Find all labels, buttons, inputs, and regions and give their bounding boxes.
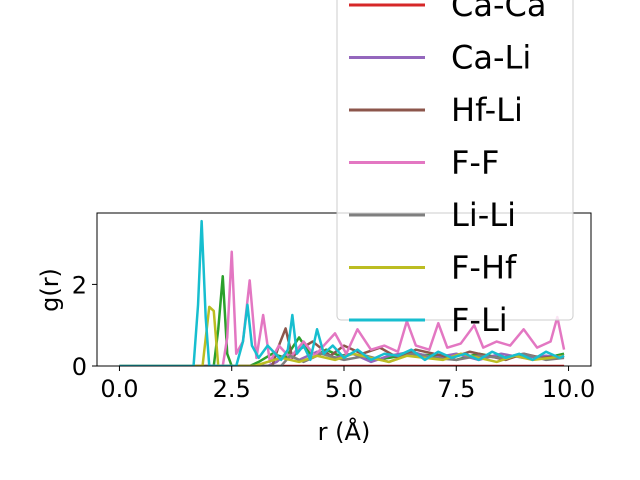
x-tick-label: 7.5 xyxy=(437,375,475,403)
x-tick-label: 5.0 xyxy=(325,375,363,403)
axes-layer: 0.0 2.5 5.0 7.5 10.0 0 2 xyxy=(72,271,596,403)
legend-label: F-F xyxy=(451,144,499,182)
x-axis-label: r (Å) xyxy=(318,417,371,446)
x-tick-label: 0.0 xyxy=(100,375,138,403)
legend-label: Li-Li xyxy=(451,196,516,234)
legend-label: Ca-Ca xyxy=(451,0,546,24)
series-line-f-f xyxy=(119,250,566,366)
y-axis-label: g(r) xyxy=(36,268,64,312)
x-tick-label: 10.0 xyxy=(542,375,595,403)
legend-label: Hf-Li xyxy=(451,91,523,129)
legend-label: Ca-Li xyxy=(451,39,531,77)
series-layer xyxy=(119,219,566,366)
legend-box xyxy=(336,0,574,321)
y-tick-label: 2 xyxy=(72,271,87,299)
legend-label: F-Hf xyxy=(451,249,517,287)
y-tick-label: 0 xyxy=(72,353,87,381)
x-tick-label: 2.5 xyxy=(213,375,251,403)
legend-label: F-Li xyxy=(451,301,508,339)
series-line-f-li xyxy=(119,219,565,366)
legend: Ca-Ca Ca-Li Hf-Li F-F Li-Li F-Hf F-Li xyxy=(336,0,574,339)
